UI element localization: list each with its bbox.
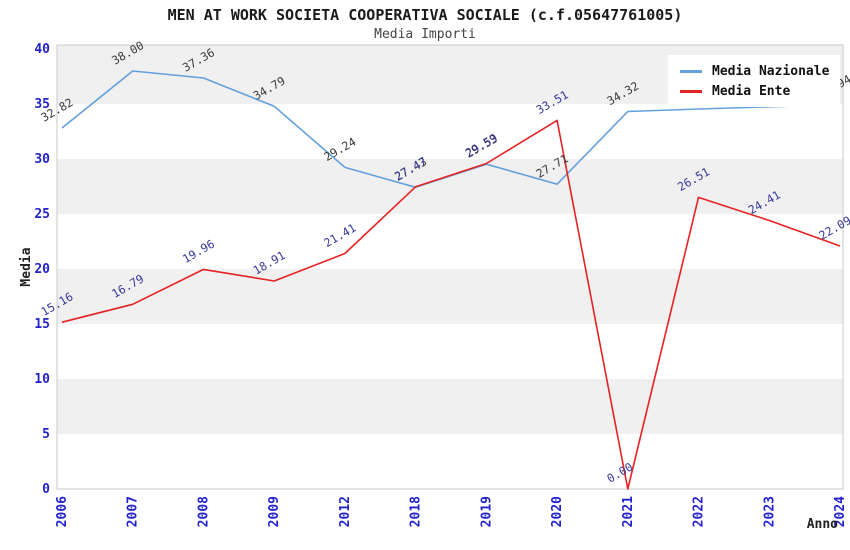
svg-text:2006: 2006 <box>55 496 70 527</box>
legend-swatch-nazionale-icon <box>680 69 702 73</box>
svg-text:2023: 2023 <box>762 496 777 527</box>
chart-subtitle: Media Importi <box>374 27 476 42</box>
svg-text:19.96: 19.96 <box>180 237 217 266</box>
plot-border <box>56 44 844 490</box>
axis-labels: Media Anno <box>19 247 838 532</box>
svg-text:0.00: 0.00 <box>604 460 635 486</box>
legend-item-media-nazionale: Media Nazionale <box>668 61 840 81</box>
x-tick-labels: 2006 2007 2008 2009 2012 2018 2019 2020 2021 2022… <box>55 496 848 527</box>
y-axis-label: Media <box>19 247 34 286</box>
x-axis-label: Anno <box>807 517 838 532</box>
legend-item-media-ente: Media Ente <box>668 81 840 101</box>
svg-text:2007: 2007 <box>126 496 141 527</box>
svg-text:2009: 2009 <box>267 496 282 527</box>
svg-text:2019: 2019 <box>479 496 494 527</box>
plot-bands <box>57 45 843 434</box>
chart-title: MEN AT WORK SOCIETA COOPERATIVA SOCIALE … <box>167 6 683 24</box>
svg-text:2020: 2020 <box>550 496 565 527</box>
svg-text:2012: 2012 <box>338 496 353 527</box>
y-tick-labels: 0 5 10 15 20 25 30 35 40 <box>34 42 50 497</box>
svg-text:30: 30 <box>34 152 50 167</box>
svg-text:22.09: 22.09 <box>817 213 850 242</box>
legend-label-nazionale: Media Nazionale <box>712 63 830 79</box>
svg-text:2022: 2022 <box>692 496 707 527</box>
svg-text:20: 20 <box>34 262 50 277</box>
chart-legend: Media Nazionale Media Ente <box>668 55 840 107</box>
svg-text:2018: 2018 <box>409 496 424 527</box>
svg-text:5: 5 <box>42 427 50 442</box>
svg-text:0: 0 <box>42 482 50 497</box>
svg-text:2024: 2024 <box>833 496 848 527</box>
series-line-media-ente <box>61 119 841 490</box>
legend-label-ente: Media Ente <box>712 83 791 99</box>
svg-text:35: 35 <box>34 97 50 112</box>
svg-text:25: 25 <box>34 207 50 222</box>
svg-text:10: 10 <box>34 372 50 387</box>
svg-text:2008: 2008 <box>196 496 211 527</box>
svg-text:29.59: 29.59 <box>463 131 500 160</box>
svg-text:2021: 2021 <box>621 496 636 527</box>
svg-text:15: 15 <box>34 317 50 332</box>
svg-text:40: 40 <box>34 42 50 57</box>
legend-swatch-ente-icon <box>680 89 702 93</box>
